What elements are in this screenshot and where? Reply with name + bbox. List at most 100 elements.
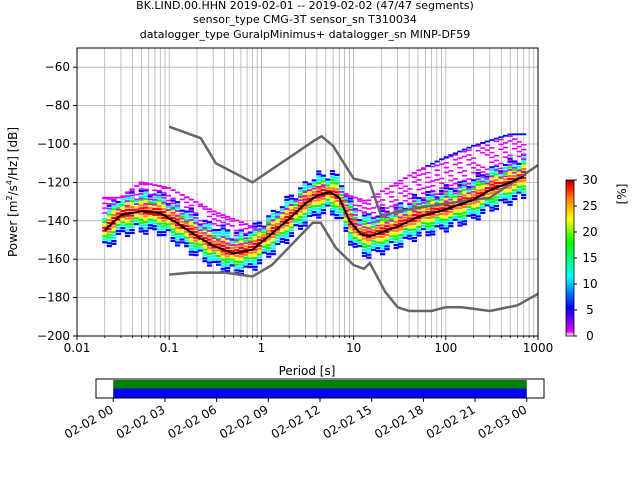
psd-cell <box>238 264 244 267</box>
psd-cell <box>138 198 144 201</box>
psd-cell <box>175 232 181 235</box>
psd-cell <box>443 204 449 207</box>
psd-cell <box>129 203 135 206</box>
psd-cell <box>516 141 522 143</box>
psd-cell <box>443 190 449 193</box>
psd-cell <box>343 200 349 204</box>
psd-cell <box>461 194 468 197</box>
psd-cell <box>129 197 135 200</box>
psd-cell <box>102 241 108 244</box>
psd-cell <box>302 181 308 184</box>
psd-cell <box>430 227 436 230</box>
psd-cell <box>202 208 208 210</box>
psd-cell <box>443 184 449 187</box>
psd-cell <box>516 188 522 191</box>
psd-cell <box>329 198 336 202</box>
psd-cell <box>443 192 449 196</box>
psd-cell <box>211 246 217 249</box>
psd-cell <box>489 147 495 149</box>
psd-cell <box>512 169 518 172</box>
psd-cell <box>220 227 226 230</box>
psd-cell <box>434 160 440 163</box>
psd-cell <box>115 206 121 209</box>
psd-cell <box>247 263 254 266</box>
psd-cell <box>334 196 340 199</box>
psd-cell <box>184 236 190 239</box>
psd-cell <box>521 144 527 146</box>
psd-cell <box>393 232 399 235</box>
psd-cell <box>489 200 495 203</box>
psd-cell <box>471 191 477 193</box>
psd-cell <box>398 187 404 190</box>
psd-cell <box>375 196 381 198</box>
psd-cell <box>430 230 436 233</box>
psd-cell <box>147 201 153 204</box>
psd-cell <box>102 207 108 209</box>
psd-cell <box>275 216 281 220</box>
psd-cell <box>220 253 226 256</box>
psd-cell <box>498 176 504 179</box>
psd-cell <box>443 200 449 202</box>
psd-cell <box>275 242 281 245</box>
psd-cell <box>206 230 213 232</box>
psd-cell <box>425 228 431 231</box>
psd-cell <box>293 206 299 209</box>
psd-cell <box>375 193 381 196</box>
psd-cell <box>266 249 272 253</box>
psd-cell <box>161 219 167 222</box>
psd-cell <box>279 229 285 232</box>
psd-cell <box>184 206 190 208</box>
psd-cell <box>279 209 285 212</box>
psd-cell <box>161 201 167 204</box>
psd-cell <box>216 239 222 241</box>
psd-cell <box>216 243 222 246</box>
psd-cell <box>270 227 276 230</box>
psd-cell <box>202 205 208 208</box>
psd-cell <box>197 219 203 222</box>
psd-cell <box>143 221 149 224</box>
psd-cell <box>471 186 477 188</box>
psd-cell <box>115 209 121 212</box>
psd-cell <box>325 184 331 187</box>
psd-cell <box>293 199 299 202</box>
psd-cell <box>466 185 472 188</box>
psd-cell <box>521 158 527 160</box>
psd-cell <box>243 262 249 265</box>
psd-cell <box>298 204 304 207</box>
psd-cell <box>516 168 522 171</box>
psd-cell <box>270 212 276 215</box>
psd-cell <box>156 196 162 199</box>
psd-cell <box>161 234 167 237</box>
psd-cell <box>261 251 267 254</box>
psd-cell <box>357 200 363 202</box>
psd-cell <box>475 169 481 171</box>
psd-cell <box>448 225 454 228</box>
psd-cell <box>161 197 167 199</box>
psd-cell <box>493 173 499 176</box>
psd-cell <box>512 171 518 174</box>
psd-cell <box>416 169 422 172</box>
psd-cell <box>138 197 144 200</box>
mode-line <box>104 175 525 255</box>
psd-cell <box>238 229 244 232</box>
psd-cell <box>421 192 427 194</box>
psd-cell <box>115 226 121 230</box>
psd-cell <box>243 256 249 259</box>
psd-cell <box>261 245 267 248</box>
psd-cell <box>366 222 372 225</box>
psd-cell <box>197 203 203 206</box>
timeline-tick-label: 02-02 00 <box>62 402 116 441</box>
psd-cell <box>461 188 468 191</box>
psd-cell <box>411 172 417 174</box>
psd-cell <box>307 197 313 200</box>
psd-cell <box>457 207 463 210</box>
psd-cell <box>147 215 153 218</box>
psd-cell <box>206 210 213 213</box>
psd-cell <box>448 222 454 225</box>
psd-cell <box>225 261 231 264</box>
psd-cell <box>225 237 231 240</box>
psd-cell <box>320 194 326 197</box>
psd-cell <box>434 225 440 228</box>
psd-cell <box>238 243 244 245</box>
psd-cell <box>288 229 295 232</box>
